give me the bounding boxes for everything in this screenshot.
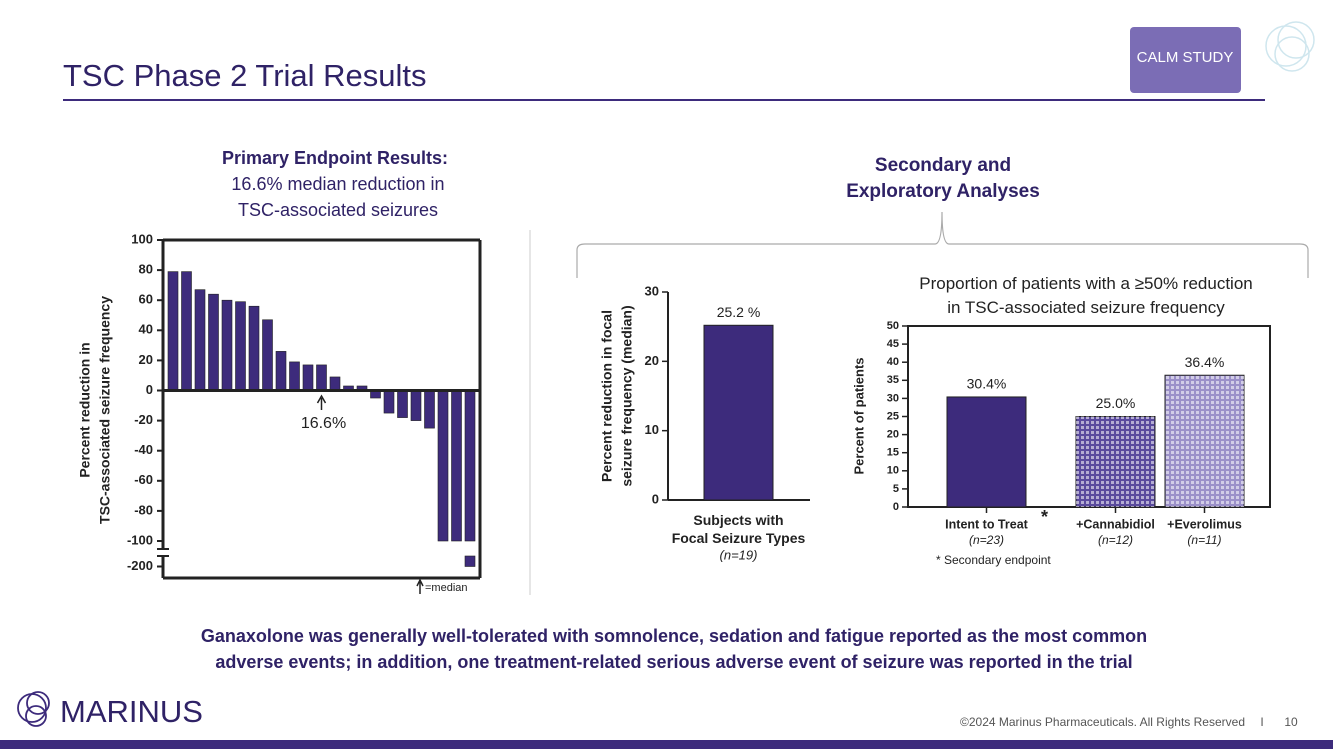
bar xyxy=(451,390,462,542)
separator: I xyxy=(1260,715,1263,729)
y-axis-label: Percent of patients xyxy=(851,357,866,474)
category-note: (n=11) xyxy=(1187,533,1221,547)
logo-box xyxy=(1130,27,1241,93)
statement: adverse events; in addition, one treatme… xyxy=(215,652,1132,672)
bar xyxy=(329,376,341,391)
y-tick-label: 5 xyxy=(893,483,899,495)
copyright: ©2024 Marinus Pharmaceuticals. All Right… xyxy=(960,715,1245,729)
y-tick-label: 45 xyxy=(887,338,899,350)
y-tick-label: 80 xyxy=(139,262,153,277)
y-tick-label: 35 xyxy=(887,374,899,386)
y-axis-label: seizure frequency (median) xyxy=(619,305,635,486)
y-tick-label: 15 xyxy=(887,447,899,459)
y-tick-label: 30 xyxy=(645,283,659,298)
chart-title: Primary Endpoint Results: xyxy=(222,148,448,168)
category-note: (n=12) xyxy=(1098,533,1133,547)
chart-subtitle: TSC-associated seizures xyxy=(238,200,438,220)
y-tick-label: -100 xyxy=(127,532,153,547)
x-tick-label: Subjects with Focal Seizure Types xyxy=(672,512,806,546)
y-tick-label: 25 xyxy=(887,410,899,422)
bar xyxy=(208,293,219,391)
bar xyxy=(316,364,327,391)
bar-pattern xyxy=(1076,416,1155,507)
bar xyxy=(424,390,435,429)
y-axis-label: Percent reduction in xyxy=(77,342,93,477)
y-axis-label: TSC-associated seizure frequency xyxy=(97,296,113,524)
bar xyxy=(437,390,449,542)
x-tick-label: +Cannabidiol xyxy=(1076,517,1155,531)
bar xyxy=(397,390,408,418)
y-axis-label: Percent reduction in focal xyxy=(599,310,615,482)
bar xyxy=(181,271,192,391)
statement: Ganaxolone was generally well-tolerated … xyxy=(201,626,1147,646)
bar xyxy=(248,305,260,391)
annotation: 16.6% xyxy=(301,415,346,432)
bar xyxy=(410,390,422,421)
y-tick-label: 10 xyxy=(887,465,899,477)
logo-rings xyxy=(1265,21,1315,72)
y-tick-label: 40 xyxy=(139,322,153,337)
bar xyxy=(703,324,774,501)
secondary-heading: Secondary and xyxy=(875,155,1011,176)
y-tick-label: 0 xyxy=(652,491,659,506)
footer-band xyxy=(0,740,1333,749)
y-tick-label: 20 xyxy=(139,352,153,367)
bar-pattern xyxy=(1165,375,1244,507)
secondary-heading: Exploratory Analyses xyxy=(846,181,1040,202)
value-label: 25.0% xyxy=(1096,395,1136,411)
y-tick-label: 10 xyxy=(645,422,659,437)
legend-label: =median xyxy=(425,582,468,594)
y-tick-label: 0 xyxy=(146,382,153,397)
bar xyxy=(235,301,246,391)
brand: MARINUS xyxy=(60,694,203,729)
y-tick-label: 0 xyxy=(893,501,899,513)
value-label: 30.4% xyxy=(967,376,1007,392)
bar xyxy=(289,361,300,391)
y-tick-label: -80 xyxy=(134,502,153,517)
bar xyxy=(221,299,233,391)
brand-mark xyxy=(17,691,50,727)
y-tick-label: 40 xyxy=(887,356,899,368)
median-arrow xyxy=(316,394,327,410)
y-tick-label: -40 xyxy=(134,442,153,457)
chart-subtitle: 16.6% median reduction in xyxy=(231,174,444,194)
bar xyxy=(302,364,314,391)
y-tick-label: 30 xyxy=(887,392,899,404)
bar xyxy=(464,390,476,542)
page-number: 10 xyxy=(1284,715,1298,729)
asterisk: * xyxy=(1041,507,1048,527)
bar xyxy=(194,289,206,391)
x-tick-label: +Everolimus xyxy=(1167,517,1242,531)
y-tick-label: -200 xyxy=(127,558,153,573)
legend-arrow xyxy=(416,578,424,594)
y-tick-label: 20 xyxy=(645,353,659,368)
chart-title: Proportion of patients with a ≥50% reduc… xyxy=(919,274,1252,317)
y-tick-label: -20 xyxy=(134,412,153,427)
bar xyxy=(167,271,179,391)
category-note: (n=19) xyxy=(720,547,758,562)
bar xyxy=(275,351,287,391)
page-title: TSC Phase 2 Trial Results xyxy=(63,58,427,93)
bar xyxy=(262,319,273,391)
y-tick-label: 20 xyxy=(887,429,899,441)
y-tick-label: 100 xyxy=(131,231,153,246)
y-tick-label: -60 xyxy=(134,472,153,487)
value-label: 36.4% xyxy=(1185,354,1225,370)
brace xyxy=(576,211,1309,278)
footnote: * Secondary endpoint xyxy=(936,553,1051,567)
bar xyxy=(946,396,1027,508)
y-tick-label: 60 xyxy=(139,292,153,307)
bar xyxy=(464,555,476,567)
bar xyxy=(383,390,395,414)
x-tick-label: Intent to Treat xyxy=(945,517,1028,531)
y-tick-label: 50 xyxy=(887,320,899,332)
logo-text: CALM STUDY xyxy=(1137,49,1234,66)
value-label: 25.2 % xyxy=(717,304,761,320)
category-note: (n=23) xyxy=(969,533,1004,547)
